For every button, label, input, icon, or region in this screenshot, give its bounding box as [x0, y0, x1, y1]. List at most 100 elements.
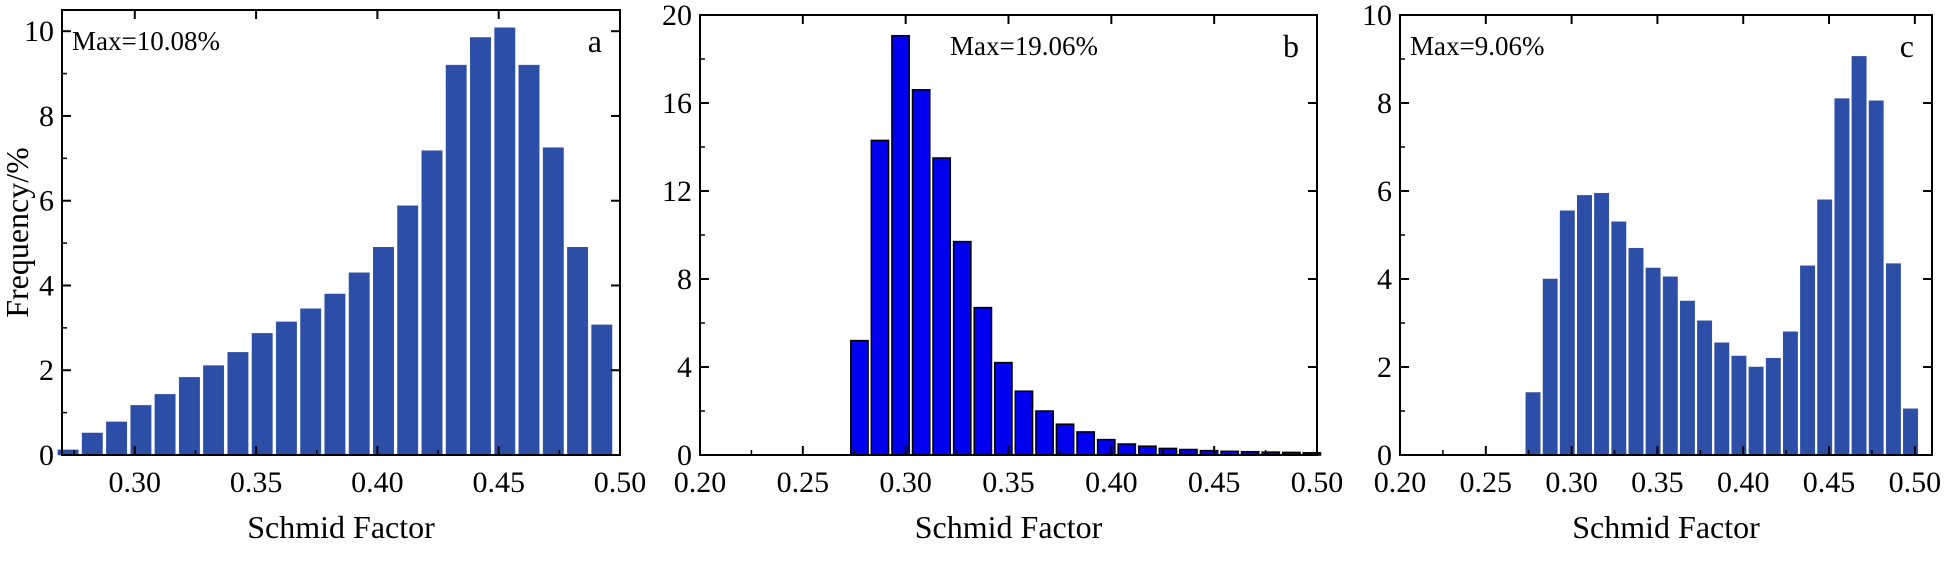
panel-label: b: [1283, 28, 1299, 64]
max-annotation: Max=9.06%: [1410, 31, 1544, 61]
y-tick-label: 4: [677, 351, 692, 384]
bar: [1885, 263, 1901, 456]
bar: [373, 247, 394, 456]
x-axis-label: Schmid Factor: [1572, 509, 1760, 545]
bar: [1577, 195, 1592, 456]
y-tick-label: 0: [39, 439, 54, 472]
bar: [1076, 431, 1096, 456]
bar: [178, 377, 200, 456]
x-tick-label: 0.45: [472, 466, 525, 499]
bar: [1628, 247, 1644, 456]
bar: [81, 432, 103, 456]
bar: [1525, 392, 1541, 456]
y-tick-label: 4: [1377, 263, 1392, 296]
y-tick-label: 10: [24, 15, 54, 48]
y-tick-label: 0: [1377, 439, 1392, 472]
bar: [591, 324, 613, 456]
y-tick-label: 0: [677, 439, 692, 472]
bar: [1055, 423, 1075, 456]
bar: [1697, 320, 1713, 456]
x-tick-label: 0.40: [1085, 466, 1138, 499]
bar: [952, 240, 972, 456]
bar: [932, 157, 952, 456]
x-axis-label: Schmid Factor: [915, 509, 1103, 545]
bar: [911, 89, 931, 456]
x-tick-label: 0.20: [674, 466, 727, 499]
bar: [993, 361, 1013, 456]
bar: [891, 34, 910, 456]
bar: [1117, 443, 1137, 456]
bar: [251, 333, 273, 456]
x-tick-label: 0.40: [351, 466, 404, 499]
x-tick-label: 0.30: [1545, 466, 1598, 499]
bar: [567, 247, 589, 456]
y-tick-label: 8: [39, 100, 54, 133]
y-tick-label: 16: [662, 87, 692, 120]
bar: [1731, 355, 1747, 456]
bar: [1817, 199, 1833, 456]
bar: [1834, 98, 1850, 456]
chart-panel-b: 0.20 0.25 0.30 0.35 0.40 0.45 0.50 0 4 8 12 16 20 Sch…: [662, 0, 1343, 545]
bar: [1137, 445, 1157, 456]
y-tick-label: 4: [39, 269, 54, 302]
bar: [154, 394, 176, 456]
bar: [1714, 342, 1730, 456]
panel-label: c: [1900, 28, 1914, 64]
panel-label: a: [588, 23, 602, 59]
max-annotation: Max=19.06%: [950, 31, 1098, 61]
bar: [1851, 56, 1867, 456]
y-tick-label: 8: [677, 263, 692, 296]
bar: [1679, 300, 1695, 456]
x-tick-label: 0.25: [1460, 466, 1513, 499]
bar: [542, 147, 564, 456]
bar: [1014, 390, 1034, 456]
bar: [1611, 221, 1627, 456]
x-tick-label: 0.50: [1889, 466, 1942, 499]
bar: [1800, 265, 1816, 456]
bar: [973, 306, 993, 456]
chart-panel-a: 0.30 0.35 0.40 0.45 0.50 0 2 4 6 8 10 Schmid Factor…: [0, 9, 647, 545]
bar: [1765, 357, 1781, 456]
bar: [870, 139, 890, 456]
bar: [397, 205, 419, 456]
y-tick-label: 10: [1362, 0, 1392, 32]
bar: [1542, 278, 1558, 456]
bar: [203, 365, 225, 456]
bar: [1035, 410, 1054, 456]
bar: [275, 321, 297, 456]
bar: [470, 37, 491, 456]
y-tick-label: 2: [39, 354, 54, 387]
plot-frame: [61, 9, 621, 456]
bar: [421, 150, 443, 456]
bar: [1594, 192, 1610, 456]
bar: [130, 405, 152, 456]
bar: [324, 293, 346, 456]
bar: [348, 272, 370, 456]
bar: [300, 308, 322, 456]
x-tick-label: 0.40: [1717, 466, 1770, 499]
y-tick-label: 6: [1377, 175, 1392, 208]
x-tick-label: 0.45: [1188, 466, 1241, 499]
x-tick-label: 0.30: [879, 466, 932, 499]
y-tick-label: 8: [1377, 87, 1392, 120]
x-tick-label: 0.35: [1631, 466, 1684, 499]
bar: [1868, 100, 1884, 456]
bar: [106, 421, 128, 456]
bar: [1748, 366, 1764, 456]
y-tick-label: 2: [1377, 351, 1392, 384]
x-tick-label: 0.25: [777, 466, 830, 499]
x-tick-label: 0.50: [594, 466, 647, 499]
bar: [494, 27, 516, 456]
y-tick-label: 6: [39, 185, 54, 218]
bar: [1662, 276, 1678, 456]
bar: [227, 352, 249, 456]
x-tick-label: 0.20: [1374, 466, 1427, 499]
bar: [518, 64, 540, 456]
bar: [1645, 267, 1661, 456]
bar: [1559, 210, 1575, 456]
x-tick-label: 0.35: [230, 466, 283, 499]
max-annotation: Max=10.08%: [72, 26, 220, 56]
x-tick-label: 0.50: [1291, 466, 1344, 499]
bar: [1782, 331, 1798, 456]
